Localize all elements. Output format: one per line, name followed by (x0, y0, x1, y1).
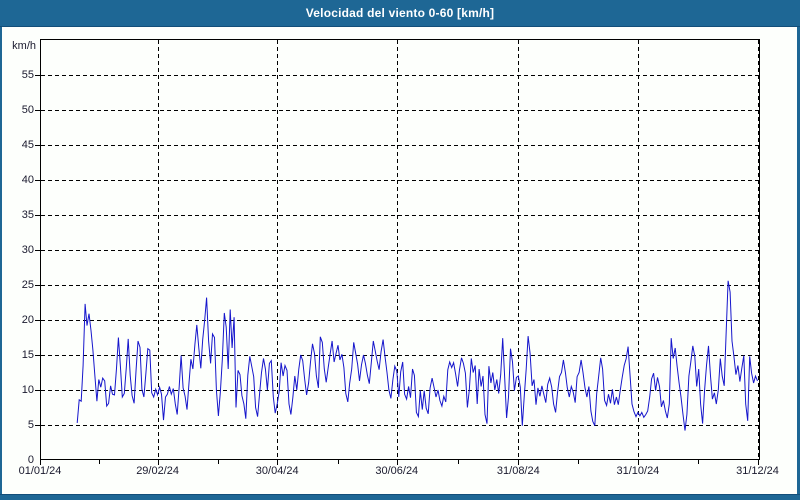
bottom-bar (0, 494, 800, 500)
y-tick-label: 35 (21, 209, 34, 221)
y-axis-unit-label: km/h (12, 40, 36, 52)
x-tick-label: 31/08/24 (496, 465, 540, 477)
chart-background (2, 27, 797, 494)
x-tick-label: 01/01/24 (18, 465, 62, 477)
title-bar: Velocidad del viento 0-60 [km/h] (0, 0, 800, 27)
y-tick-label: 20 (21, 314, 34, 326)
x-tick-label: 31/10/24 (616, 465, 660, 477)
x-tick-label: 29/02/24 (136, 465, 180, 477)
y-tick-label: 0 (27, 454, 34, 466)
x-tick-label: 31/12/24 (736, 465, 779, 477)
y-tick-label: 50 (21, 104, 34, 116)
y-tick-label: 5 (27, 419, 34, 431)
y-tick-label: 30 (21, 244, 34, 256)
y-tick-label: 25 (21, 279, 34, 291)
x-tick-label: 30/04/24 (255, 465, 299, 477)
y-tick-label: 45 (21, 139, 34, 151)
y-tick-label: 55 (21, 69, 34, 81)
x-tick-label: 30/06/24 (375, 465, 419, 477)
chart-title: Velocidad del viento 0-60 [km/h] (305, 6, 495, 20)
y-tick-label: 40 (21, 174, 34, 186)
y-tick-label: 15 (21, 349, 34, 361)
y-tick-label: 10 (21, 384, 34, 396)
